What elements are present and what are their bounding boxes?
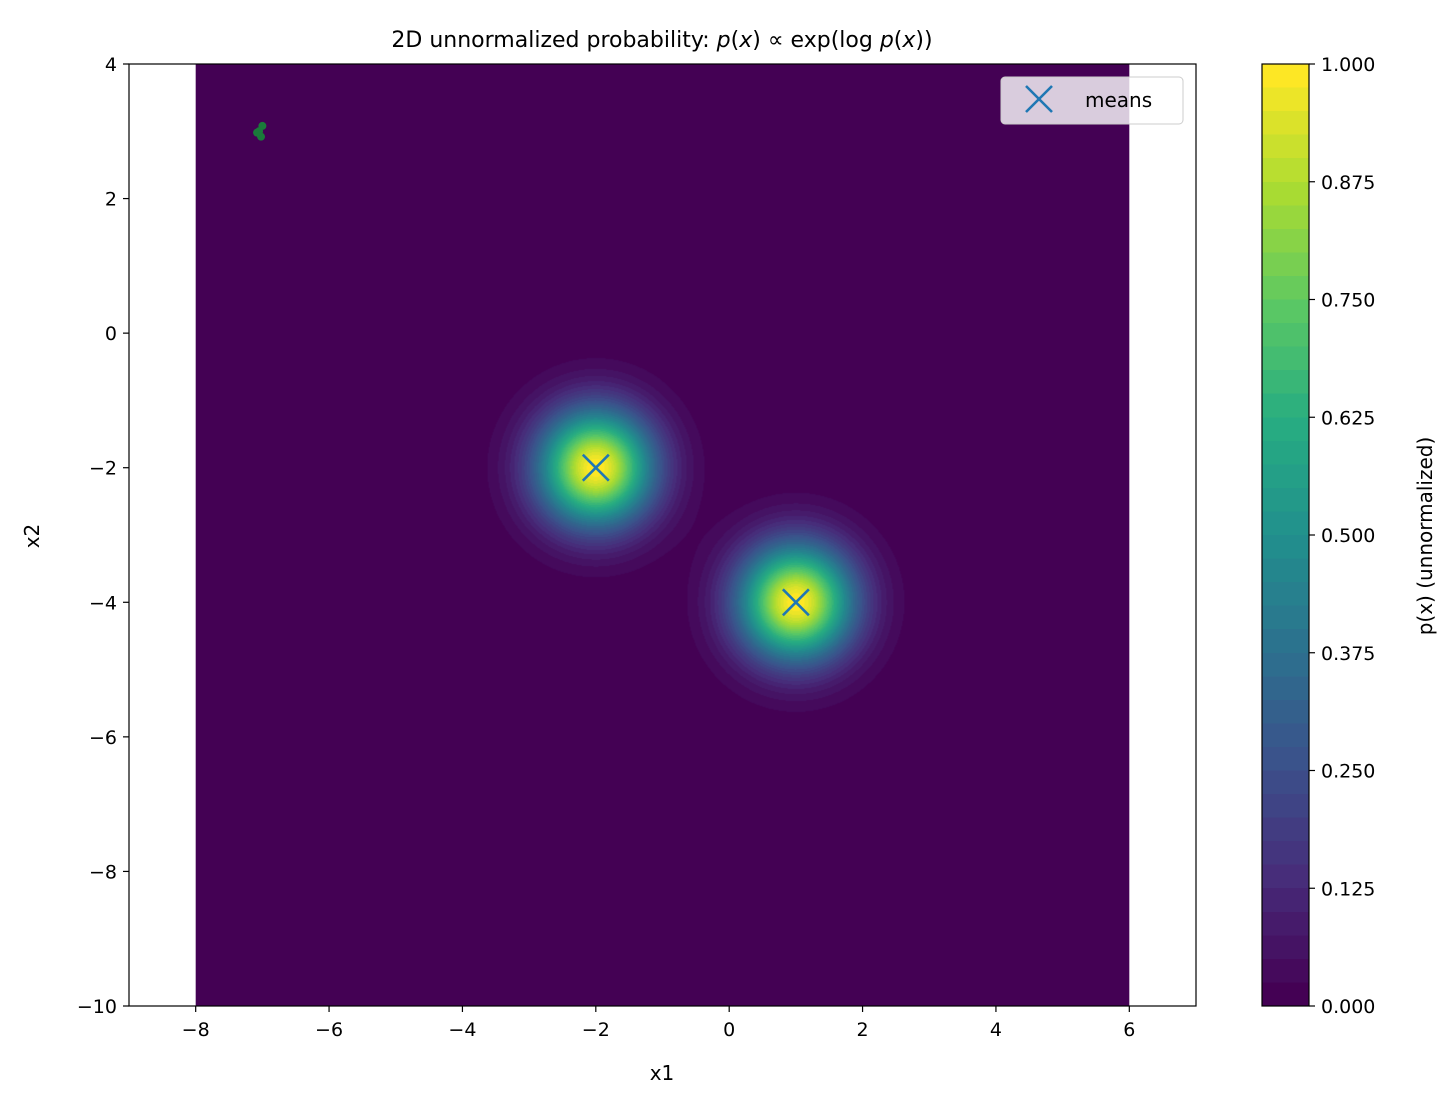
x-tick-label: −4 (448, 1019, 476, 1041)
y-axis-ticks: 4 2 0 −2 −4 −6 −8 −10 (77, 54, 129, 1018)
x-axis-ticks: −8 −6 −4 −2 0 2 4 6 (182, 1006, 1135, 1041)
x-tick-label: 4 (990, 1019, 1002, 1041)
x-tick-label: 0 (723, 1019, 735, 1041)
sample-point (258, 121, 267, 130)
x-tick-label: 6 (1123, 1019, 1135, 1041)
colorbar-tick-label: 0.625 (1321, 407, 1375, 429)
chart-title: 2D unnormalized probability: p(x) ∝ exp(… (391, 28, 932, 53)
colorbar-tick-label: 0.500 (1321, 525, 1375, 547)
colorbar-tick-label: 0.250 (1321, 761, 1375, 783)
legend-label-means: means (1085, 88, 1152, 112)
sample-point (253, 128, 262, 137)
plot-frame (128, 63, 1197, 1007)
legend-x-marker-icon (1025, 85, 1053, 113)
colorbar-gradient (1262, 64, 1309, 1006)
colorbar-tick-label: 0.750 (1321, 290, 1375, 312)
y-tick-label: 0 (105, 323, 117, 345)
y-tick-label: −6 (89, 727, 117, 749)
colorbar-ticks: 0.000 0.125 0.250 0.375 0.500 0.625 0.750 0.875… (1309, 54, 1375, 1018)
scatter-layer (253, 121, 810, 617)
mean-x-marker (581, 453, 610, 482)
x-tick-label: −6 (315, 1019, 343, 1041)
density-heatmap (195, 64, 1130, 1006)
mean-x-marker (781, 588, 810, 617)
colorbar-label: p(x) (unnormalized) (1413, 437, 1437, 636)
y-tick-label: 4 (105, 54, 117, 76)
colorbar-tick-label: 0.000 (1321, 996, 1375, 1018)
plot-area: −8 −6 −4 −2 0 2 4 6 4 2 0 −2 −4 −6 −8 −10 (77, 54, 1197, 1041)
y-tick-label: −4 (89, 592, 117, 614)
y-tick-label: −2 (89, 458, 117, 480)
x-tick-label: 2 (857, 1019, 869, 1041)
colorbar-tick-label: 0.125 (1321, 878, 1375, 900)
colorbar: 0.000 0.125 0.250 0.375 0.500 0.625 0.750 0.875… (1261, 54, 1437, 1018)
colorbar-tick-label: 0.375 (1321, 643, 1375, 665)
legend: means (1000, 76, 1184, 125)
y-tick-label: −10 (77, 996, 117, 1018)
y-tick-label: 2 (105, 189, 117, 211)
y-tick-label: −8 (89, 861, 117, 883)
colorbar-tick-label: 1.000 (1321, 54, 1375, 76)
colorbar-tick-label: 0.875 (1321, 172, 1375, 194)
legend-box (1000, 76, 1184, 125)
x-tick-label: −8 (182, 1019, 210, 1041)
x-tick-label: −2 (582, 1019, 610, 1041)
y-axis-label: x2 (20, 524, 44, 549)
x-axis-label: x1 (650, 1061, 675, 1085)
